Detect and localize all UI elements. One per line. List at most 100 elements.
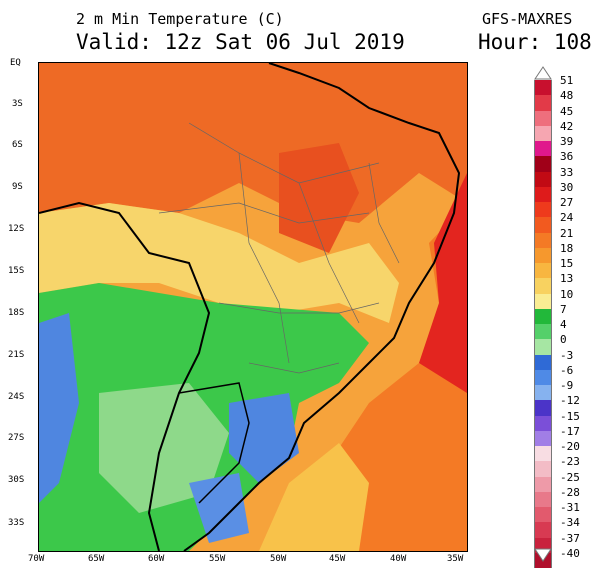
colorbar-swatch <box>534 95 552 111</box>
colorbar-swatch <box>534 186 552 202</box>
colorbar-label: 51 <box>560 74 574 87</box>
colorbar-label: -3 <box>560 348 574 362</box>
border-west <box>39 201 211 551</box>
colorbar-label: -40 <box>560 546 580 560</box>
colorbar-label: 42 <box>560 119 574 133</box>
border-paraguay <box>178 382 250 504</box>
colorbar-swatch <box>534 415 552 431</box>
colorbar-label: 15 <box>560 257 574 270</box>
valid-time: Valid: 12z Sat 06 Jul 2019 <box>76 30 405 54</box>
colorbar-swatch <box>534 263 552 279</box>
lon-label: 70W <box>28 554 45 564</box>
colorbar-label: -25 <box>560 470 580 484</box>
lon-label: 35W <box>447 554 464 564</box>
region-ocean-orange <box>329 63 467 551</box>
lat-label: 21S <box>8 350 25 360</box>
region-light-green <box>99 383 229 513</box>
colorbar-swatch <box>534 247 552 263</box>
region-coast-warm <box>419 173 467 393</box>
state-borders <box>158 122 400 374</box>
colorbar-label: 10 <box>560 287 574 301</box>
colorbar-swatch <box>534 339 552 355</box>
lat-label: 18S <box>8 308 25 318</box>
lat-label: 30S <box>8 475 25 485</box>
colorbar-bottom-arrow <box>534 548 552 562</box>
colorbar <box>534 80 552 568</box>
lon-label: 65W <box>88 554 105 564</box>
colorbar-swatch <box>534 476 552 492</box>
colorbar-label: 18 <box>560 241 574 255</box>
colorbar-swatch <box>534 430 552 446</box>
lat-label: 24S <box>8 392 25 402</box>
colorbar-label: -17 <box>560 424 580 438</box>
region-hotspot <box>279 143 359 253</box>
lat-label: 6S <box>12 140 23 150</box>
colorbar-label: -37 <box>560 531 580 545</box>
colorbar-label: -9 <box>560 379 574 392</box>
colorbar-label: -20 <box>560 440 580 453</box>
colorbar-label: 36 <box>560 150 574 164</box>
colorbar-label: 30 <box>560 180 574 194</box>
lat-label: 15S <box>8 266 25 276</box>
lat-label: 3S <box>12 99 23 109</box>
model-name: GFS-MAXRES <box>482 10 573 28</box>
lat-label: 33S <box>8 518 25 528</box>
colorbar-swatch <box>534 293 552 309</box>
lon-label: 55W <box>209 554 226 564</box>
colorbar-label: -6 <box>560 363 574 377</box>
colorbar-label: 48 <box>560 89 574 103</box>
lat-label: 27S <box>8 433 25 443</box>
colorbar-label: 4 <box>560 318 567 331</box>
colorbar-swatch <box>534 171 552 187</box>
region-plateau <box>39 203 399 323</box>
colorbar-label: 13 <box>560 272 574 286</box>
colorbar-swatch <box>534 400 552 416</box>
colorbar-swatch <box>534 202 552 218</box>
colorbar-swatch <box>534 156 552 172</box>
lat-label: 9S <box>12 182 23 192</box>
lon-label: 40W <box>390 554 407 564</box>
region-freeze-west <box>39 313 79 503</box>
colorbar-swatch <box>534 125 552 141</box>
lat-label: EQ <box>10 58 21 68</box>
colorbar-label: -15 <box>560 409 580 423</box>
lon-label: 50W <box>270 554 287 564</box>
colorbar-swatch <box>534 141 552 157</box>
colorbar-swatch <box>534 461 552 477</box>
map-title: 2 m Min Temperature (C) <box>76 10 284 28</box>
colorbar-label: -31 <box>560 501 580 514</box>
colorbar-label: 7 <box>560 302 567 316</box>
lon-label: 60W <box>148 554 165 564</box>
colorbar-label: 33 <box>560 165 574 179</box>
colorbar-label: 27 <box>560 196 574 209</box>
colorbar-label: 24 <box>560 211 574 225</box>
coastline <box>183 63 461 551</box>
lon-label: 45W <box>329 554 346 564</box>
colorbar-swatch <box>534 385 552 401</box>
colorbar-label: 39 <box>560 135 574 148</box>
colorbar-swatch <box>534 324 552 340</box>
colorbar-label: 45 <box>560 104 574 118</box>
region-ocean-yellow <box>259 443 369 551</box>
colorbar-swatch <box>534 110 552 126</box>
region-freeze-uruguay <box>189 473 249 543</box>
temperature-map <box>38 62 468 552</box>
colorbar-swatch <box>534 354 552 370</box>
colorbar-swatch <box>534 308 552 324</box>
colorbar-swatch <box>534 232 552 248</box>
colorbar-swatch <box>534 369 552 385</box>
colorbar-label: -34 <box>560 516 580 530</box>
colorbar-swatch <box>534 80 552 96</box>
colorbar-swatch <box>534 507 552 523</box>
colorbar-swatch <box>534 217 552 233</box>
colorbar-label: 0 <box>560 333 567 347</box>
map-svg <box>39 63 467 551</box>
colorbar-swatch <box>534 522 552 538</box>
colorbar-top-arrow <box>534 66 552 80</box>
colorbar-swatch <box>534 491 552 507</box>
colorbar-label: -28 <box>560 485 580 499</box>
colorbar-label: -23 <box>560 455 580 469</box>
colorbar-swatch <box>534 278 552 294</box>
lat-label: 12S <box>8 224 25 234</box>
colorbar-swatch <box>534 446 552 462</box>
